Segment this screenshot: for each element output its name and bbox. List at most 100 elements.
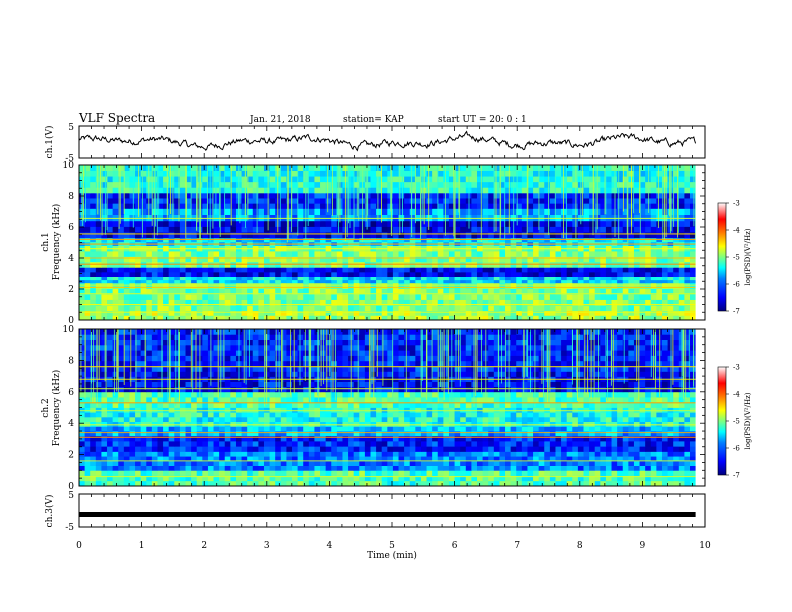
spectrogram-cell xyxy=(392,251,399,257)
spectrogram-cell xyxy=(202,446,209,452)
spectrogram-cell xyxy=(269,465,276,471)
spectrogram-cell xyxy=(471,237,478,243)
spectrogram-cell xyxy=(219,276,226,281)
spectrogram-cell xyxy=(409,465,416,471)
spectrogram-cell xyxy=(95,198,102,204)
spectrogram-cell xyxy=(118,251,125,257)
spectrogram-cell xyxy=(118,305,125,312)
spectrogram-cell xyxy=(151,282,158,289)
spectrogram-cell xyxy=(112,232,119,239)
spectrogram-cell xyxy=(661,456,668,462)
spectrogram-cell xyxy=(146,256,153,263)
spectrogram-cell xyxy=(639,446,646,452)
spectrogram-cell xyxy=(605,282,612,289)
spectrogram-cell xyxy=(493,435,500,442)
spectrogram-cell xyxy=(185,315,192,321)
spectrogram-cell xyxy=(533,271,540,277)
spectrogram-cell xyxy=(622,170,629,177)
spectrogram-cell xyxy=(392,315,399,321)
spectrogram-cell xyxy=(572,305,579,312)
spectrogram-cell xyxy=(454,170,461,177)
spectrogram-cell xyxy=(499,451,506,457)
spectrogram-cell xyxy=(168,198,175,204)
spectrogram-cell xyxy=(499,170,506,177)
spectrogram-cell xyxy=(443,226,450,233)
spectrogram-cell xyxy=(157,435,164,442)
spectrogram-cell xyxy=(252,232,259,239)
spectrogram-cell xyxy=(90,426,97,432)
spectrogram-cell xyxy=(342,267,349,273)
spectrogram-cell xyxy=(622,203,629,209)
spectrogram-cell xyxy=(146,293,153,300)
spectrogram-cell xyxy=(460,440,467,447)
spectrogram-cell xyxy=(409,192,416,199)
spectrogram-cell xyxy=(617,288,624,295)
spectrogram-cell xyxy=(331,237,338,243)
spectrogram-cell xyxy=(521,181,528,188)
spectrogram-cell xyxy=(241,176,248,183)
spectrogram-cell xyxy=(600,305,607,312)
spectrogram-cell xyxy=(95,256,102,263)
spectrogram-cell xyxy=(437,475,444,482)
spectrogram-cell xyxy=(247,426,254,432)
spectrogram-cell xyxy=(684,271,691,277)
spectrogram-cell xyxy=(191,431,198,437)
spectrogram-cell xyxy=(107,460,114,466)
spectrogram-cell xyxy=(325,460,332,466)
spectrogram-cell xyxy=(448,315,455,321)
spectrogram-cell xyxy=(348,451,355,457)
spectrogram-cell xyxy=(140,232,147,239)
spectrogram-cell xyxy=(639,470,646,476)
spectrogram-cell xyxy=(331,251,338,257)
spectrogram-cell xyxy=(314,456,321,462)
spectrogram-cell xyxy=(196,465,203,471)
spectrogram-cell xyxy=(235,282,242,289)
spectrogram-cell xyxy=(151,305,158,312)
spectrogram-cell xyxy=(230,276,237,281)
spectrogram-cell xyxy=(123,261,130,268)
spectrogram-cell xyxy=(460,181,467,188)
spectrogram-cell xyxy=(583,282,590,289)
spectrogram-cell xyxy=(185,435,192,442)
spectrogram-cell xyxy=(617,475,624,482)
spectrogram-cell xyxy=(482,276,489,281)
spectrogram-cell xyxy=(353,470,360,476)
spectrogram-cell xyxy=(510,315,517,321)
spectrogram-cell xyxy=(230,282,237,289)
spectrogram-cell xyxy=(280,256,287,263)
spectrogram-cell xyxy=(600,435,607,442)
spectrogram-cell xyxy=(544,451,551,457)
spectrogram-cell xyxy=(151,170,158,177)
spectrogram-cell xyxy=(549,299,556,306)
spectrogram-cell xyxy=(320,203,327,209)
spectrogram-cell xyxy=(460,305,467,312)
spectrogram-cell xyxy=(353,480,360,487)
spectrogram-cell xyxy=(230,256,237,263)
spectrogram-cell xyxy=(174,220,181,227)
spectrogram-cell xyxy=(628,431,635,437)
spectrogram-cell xyxy=(661,232,668,239)
spectrogram-cell xyxy=(112,451,119,457)
spectrogram-cell xyxy=(690,305,697,312)
spectrogram-cell xyxy=(639,460,646,466)
spectrogram-cell xyxy=(667,279,674,284)
spectrogram-cell xyxy=(516,192,523,199)
spectrogram-cell xyxy=(443,203,450,209)
spectrogram-cell xyxy=(555,305,562,312)
spectrogram-cell xyxy=(146,251,153,257)
spectrogram-cell xyxy=(617,305,624,312)
spectrogram-cell xyxy=(118,310,125,316)
spectrogram-cell xyxy=(656,446,663,452)
spectrogram-cell xyxy=(661,460,668,466)
spectrogram-cell xyxy=(135,279,142,284)
spectrogram-cell xyxy=(292,460,299,466)
spectrogram-cell xyxy=(465,279,472,284)
spectrogram-cell xyxy=(387,237,394,243)
spectrogram-cell xyxy=(348,480,355,487)
spectrogram-cell xyxy=(392,288,399,295)
spectrogram-cell xyxy=(521,293,528,300)
spectrogram-cell xyxy=(426,226,433,233)
spectrogram-cell xyxy=(549,176,556,183)
spectrogram-cell xyxy=(650,214,657,222)
spectrogram-cell xyxy=(286,456,293,462)
